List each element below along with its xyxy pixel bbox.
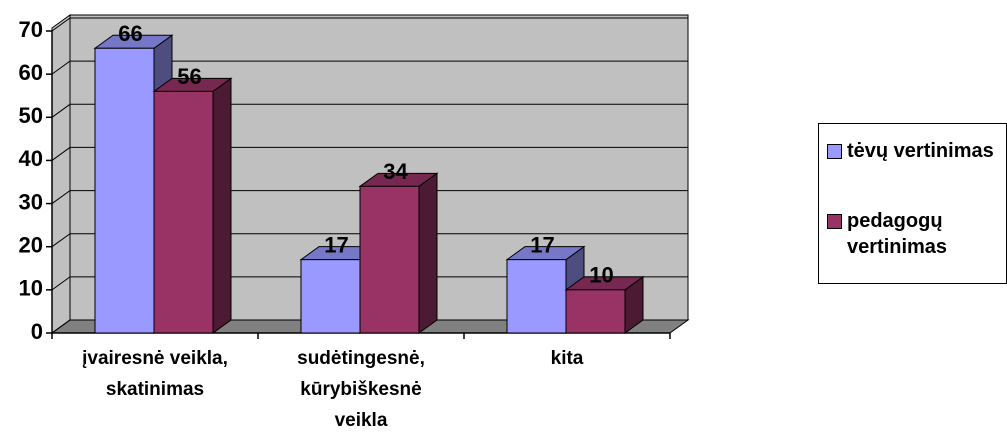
bar	[152, 77, 233, 334]
y-tick-label: 60	[19, 60, 43, 85]
data-label: 56	[177, 64, 201, 89]
grid-line	[51, 103, 688, 118]
data-label: 17	[530, 232, 554, 257]
bar-side	[418, 172, 438, 334]
bar-front	[300, 259, 361, 334]
bar-front	[359, 185, 420, 334]
grid-line	[51, 17, 688, 32]
legend-item: pedagogų vertinimas	[827, 208, 997, 260]
grid-line	[51, 146, 688, 161]
legend-swatch	[827, 144, 842, 159]
grid-line	[51, 319, 688, 334]
y-tick-label: 30	[19, 189, 43, 214]
bar-front	[94, 47, 155, 334]
bar	[358, 172, 439, 334]
legend-label: tėvų vertinimas	[847, 140, 994, 162]
legend-swatch	[827, 214, 842, 229]
legend-label: pedagogų vertinimas	[847, 210, 948, 258]
y-tick-label: 10	[19, 276, 43, 301]
bar-side	[212, 77, 232, 334]
x-tick-label: įvairesnė veikla, skatinimas	[82, 348, 228, 400]
bar-front	[506, 259, 567, 334]
legend-item: tėvų vertinimas	[827, 138, 997, 164]
data-label: 17	[324, 232, 348, 257]
grid-line	[51, 233, 688, 248]
bar	[564, 275, 645, 334]
data-label: 66	[118, 21, 142, 46]
x-tick-label: kita	[550, 348, 584, 369]
grid-line	[51, 276, 688, 291]
grid-line	[51, 190, 688, 204]
y-tick-label: 70	[19, 17, 43, 42]
legend: tėvų vertinimas pedagogų vertinimas	[818, 123, 1007, 284]
data-label: 34	[383, 159, 408, 184]
data-label: 10	[589, 263, 613, 288]
y-tick-label: 50	[19, 103, 43, 128]
y-tick-label: 0	[31, 319, 43, 344]
x-tick-label: sudėtingesnė, kūrybiškesnė veikla	[297, 348, 425, 431]
y-tick-label: 40	[19, 146, 43, 171]
bar-front	[153, 90, 214, 334]
grid-line	[51, 60, 688, 75]
bar-front	[565, 289, 626, 334]
y-tick-label: 20	[19, 233, 43, 258]
